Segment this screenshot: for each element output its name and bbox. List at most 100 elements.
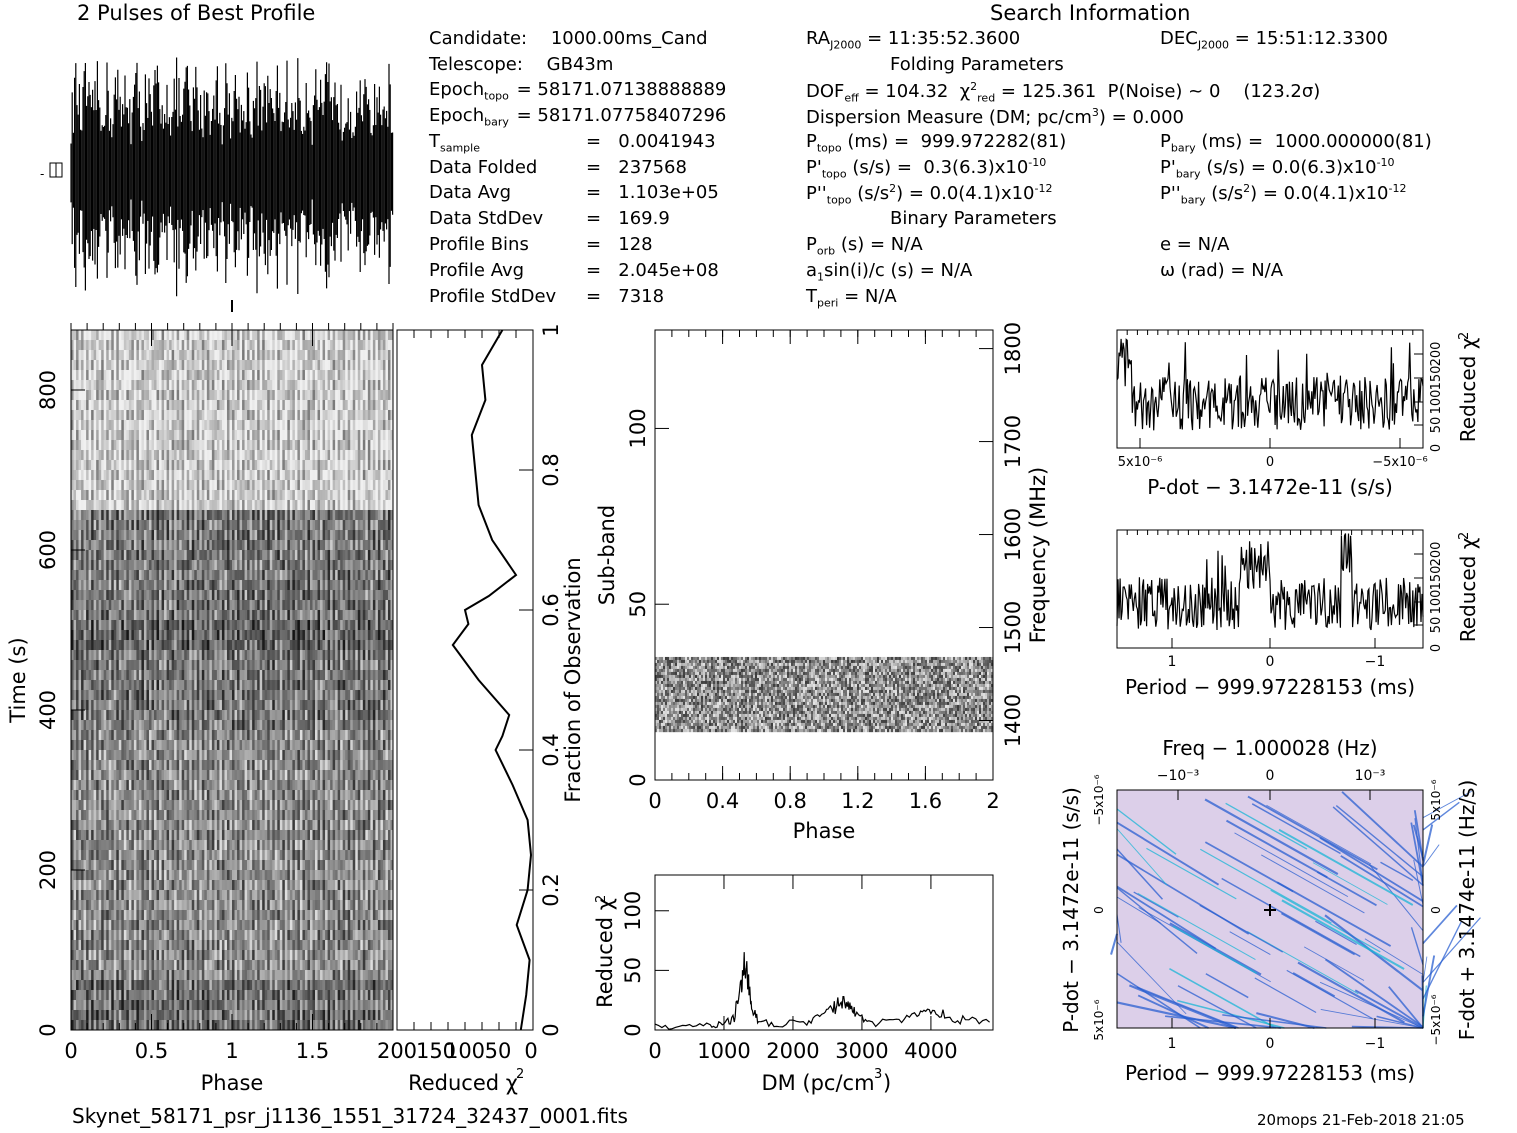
pixel [337, 630, 341, 641]
pixel [206, 330, 210, 341]
pixel [78, 500, 82, 511]
pixel [325, 410, 328, 421]
pixel [191, 500, 195, 511]
pixel [226, 670, 230, 681]
pixel [83, 530, 87, 541]
pixel [315, 330, 318, 341]
pixel [121, 450, 125, 461]
pixel [133, 370, 137, 381]
pixel [209, 480, 213, 491]
pixel [189, 330, 193, 341]
pixel [211, 450, 215, 461]
pixel [123, 610, 127, 621]
pixel [219, 610, 223, 621]
pixel [277, 390, 281, 401]
pixel [370, 530, 374, 541]
pixel [352, 510, 356, 521]
pixel [214, 620, 218, 631]
pixel [128, 480, 132, 491]
pixel [76, 470, 79, 481]
pixel [269, 620, 273, 631]
pixel [191, 680, 195, 691]
pixel [121, 420, 125, 431]
pixel [332, 410, 336, 421]
pixel [385, 400, 389, 411]
pixel [148, 380, 152, 391]
pixel [304, 470, 308, 481]
pixel [292, 660, 296, 671]
pixel [88, 590, 92, 601]
pixel [176, 650, 180, 661]
pixel [375, 490, 379, 501]
pixel [382, 340, 386, 351]
pixel [269, 470, 273, 481]
pixel [186, 540, 190, 551]
pixel [232, 490, 235, 501]
pixel [93, 430, 97, 441]
pixel [342, 330, 346, 341]
pixel [136, 540, 140, 551]
pixel [201, 480, 205, 491]
pixel [267, 330, 271, 341]
pixel [98, 570, 102, 581]
pixel [98, 640, 102, 651]
pixel [101, 550, 105, 561]
pixel [113, 530, 117, 541]
pixel [78, 670, 82, 681]
pixel [337, 590, 341, 601]
pixel [131, 650, 135, 661]
pixel [91, 350, 94, 361]
pixel [362, 650, 366, 661]
pixel [252, 600, 255, 611]
pixel [214, 460, 218, 471]
pixel [362, 330, 366, 341]
pixel [83, 450, 87, 461]
pixel [86, 330, 89, 341]
pixel [299, 650, 303, 661]
pixel [133, 390, 137, 401]
pixel [166, 460, 170, 471]
pixel [340, 610, 343, 621]
pixel [252, 390, 255, 401]
pixel [166, 590, 170, 601]
pixel [96, 550, 99, 561]
pixel [204, 410, 208, 421]
pixel [199, 670, 203, 681]
pixel [252, 570, 255, 581]
pixel [101, 490, 105, 501]
pixel [219, 370, 223, 381]
pixel [234, 620, 238, 631]
pixel [357, 520, 361, 531]
pixel [216, 550, 220, 561]
pixel [191, 480, 195, 491]
pixel [289, 660, 293, 671]
pixel [267, 340, 271, 351]
pixel [123, 590, 127, 601]
pixel [206, 690, 210, 701]
pixel [385, 410, 389, 421]
pixel [123, 560, 127, 571]
pixel [151, 420, 155, 431]
pixel [136, 430, 140, 441]
pixel [330, 510, 333, 521]
pixel [367, 470, 371, 481]
pixel [387, 530, 391, 541]
pixel [118, 400, 122, 411]
pixel [189, 350, 193, 361]
pixel [317, 350, 321, 361]
pixel [309, 610, 313, 621]
pixel [101, 370, 105, 381]
pixel [118, 650, 122, 661]
pixel [345, 670, 349, 681]
pixel [211, 660, 215, 671]
pixel [194, 680, 198, 691]
pixel [247, 680, 250, 691]
pixel [204, 420, 208, 431]
pixel [372, 460, 376, 471]
pixel [143, 330, 147, 341]
pixel [143, 610, 147, 621]
pixel [116, 540, 120, 551]
pixel [141, 350, 145, 361]
pixel [86, 540, 89, 551]
pixel [226, 520, 230, 531]
